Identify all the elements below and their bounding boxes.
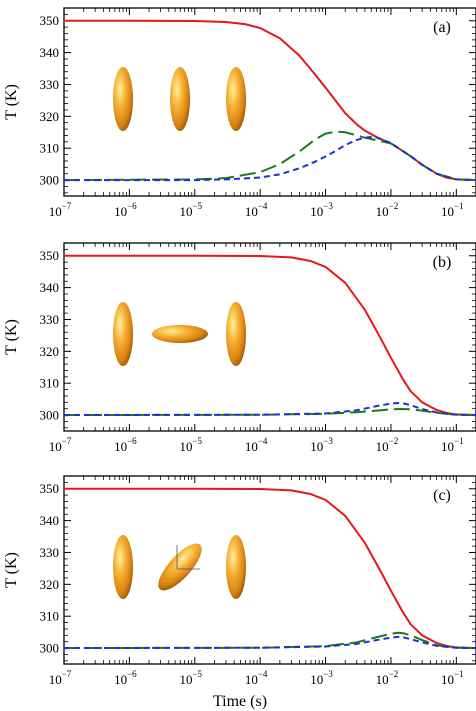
ellipsoid-body (226, 67, 246, 131)
ellipsoid-vertical (170, 67, 190, 131)
ellipsoid-horizontal (152, 325, 208, 343)
y-tick-label: 320 (40, 577, 60, 592)
ellipsoid-body (170, 67, 190, 131)
y-tick-label: 350 (40, 481, 60, 496)
x-tick-label: 10−6 (114, 669, 137, 687)
ellipsoid-body (158, 543, 202, 591)
plot-frame (63, 475, 476, 665)
y-tick-label: 310 (40, 609, 60, 624)
y-tick-label: 300 (40, 408, 60, 423)
series-line-3 (64, 635, 476, 650)
chart-panel-1: 300 310 320 330 340 350 10−7 10−6 10−5 10−4 10−3 10… (3, 7, 476, 219)
x-tick-label: 10−7 (49, 669, 72, 687)
y-tick-label: 310 (40, 141, 60, 156)
series-line-1 (64, 254, 476, 417)
series-line-1 (64, 487, 476, 650)
y-tick-label: 310 (40, 376, 60, 391)
panel-label: (c) (433, 487, 451, 504)
x-tick-label: 10−3 (310, 436, 333, 454)
x-tick-label: 10−6 (114, 201, 137, 219)
ellipsoid-body (226, 302, 246, 366)
x-tick-label: 10−4 (245, 669, 268, 687)
y-axis-label: T (K) (3, 84, 20, 120)
plot-frame (63, 7, 476, 197)
y-tick-label: 340 (40, 513, 60, 528)
ellipsoid-body (113, 67, 133, 131)
panel-label: (b) (433, 254, 452, 271)
y-tick-label: 300 (40, 641, 60, 656)
ellipsoid-vertical (226, 535, 246, 599)
x-tick-label: 10−1 (441, 201, 464, 219)
ellipsoid-tilted (158, 543, 202, 591)
x-axis-label: Time (s) (213, 693, 267, 710)
x-tick-label: 10−2 (376, 436, 399, 454)
ellipsoid-body (113, 302, 133, 366)
y-tick-label: 340 (40, 280, 60, 295)
x-tick-label: 10−7 (49, 201, 72, 219)
x-tick-label: 10−2 (376, 669, 399, 687)
y-tick-label: 340 (40, 45, 60, 60)
ellipsoid-body (113, 535, 133, 599)
chart-panel-3: 300 310 320 330 340 350 10−7 10−6 10−5 10−4 10−3 10… (3, 475, 476, 710)
y-tick-label: 330 (40, 312, 60, 327)
y-tick-label: 350 (40, 248, 60, 263)
x-tick-label: 10−7 (49, 436, 72, 454)
chart-panel-2: 300 310 320 330 340 350 10−7 10−6 10−5 10−4 10−3 10… (3, 242, 476, 454)
ellipsoid-vertical (113, 67, 133, 131)
ellipsoid-vertical (113, 535, 133, 599)
panel-label: (a) (433, 19, 451, 36)
series-line-3 (64, 136, 476, 182)
x-tick-label: 10−3 (310, 201, 333, 219)
x-tick-label: 10−2 (376, 201, 399, 219)
ellipsoid-vertical (113, 302, 133, 366)
x-tick-label: 10−4 (245, 201, 268, 219)
y-tick-label: 320 (40, 109, 60, 124)
x-tick-label: 10−3 (310, 669, 333, 687)
plot-frame (63, 242, 476, 432)
series-line-3 (64, 401, 476, 417)
x-tick-label: 10−5 (179, 436, 202, 454)
x-tick-label: 10−4 (245, 436, 268, 454)
x-tick-label: 10−5 (179, 669, 202, 687)
ellipsoid-body (152, 325, 208, 343)
y-tick-label: 350 (40, 13, 60, 28)
y-tick-label: 320 (40, 344, 60, 359)
y-tick-label: 330 (40, 77, 60, 92)
ellipsoid-vertical (226, 302, 246, 366)
x-tick-label: 10−1 (441, 436, 464, 454)
ellipsoid-vertical (226, 67, 246, 131)
y-tick-label: 300 (40, 173, 60, 188)
x-tick-label: 10−6 (114, 436, 137, 454)
y-axis-label: T (K) (3, 319, 20, 355)
y-tick-label: 330 (40, 545, 60, 560)
x-tick-label: 10−1 (441, 669, 464, 687)
series-line-2 (64, 130, 476, 182)
ellipsoid-body (226, 535, 246, 599)
y-axis-label: T (K) (3, 552, 20, 588)
x-tick-label: 10−5 (179, 201, 202, 219)
